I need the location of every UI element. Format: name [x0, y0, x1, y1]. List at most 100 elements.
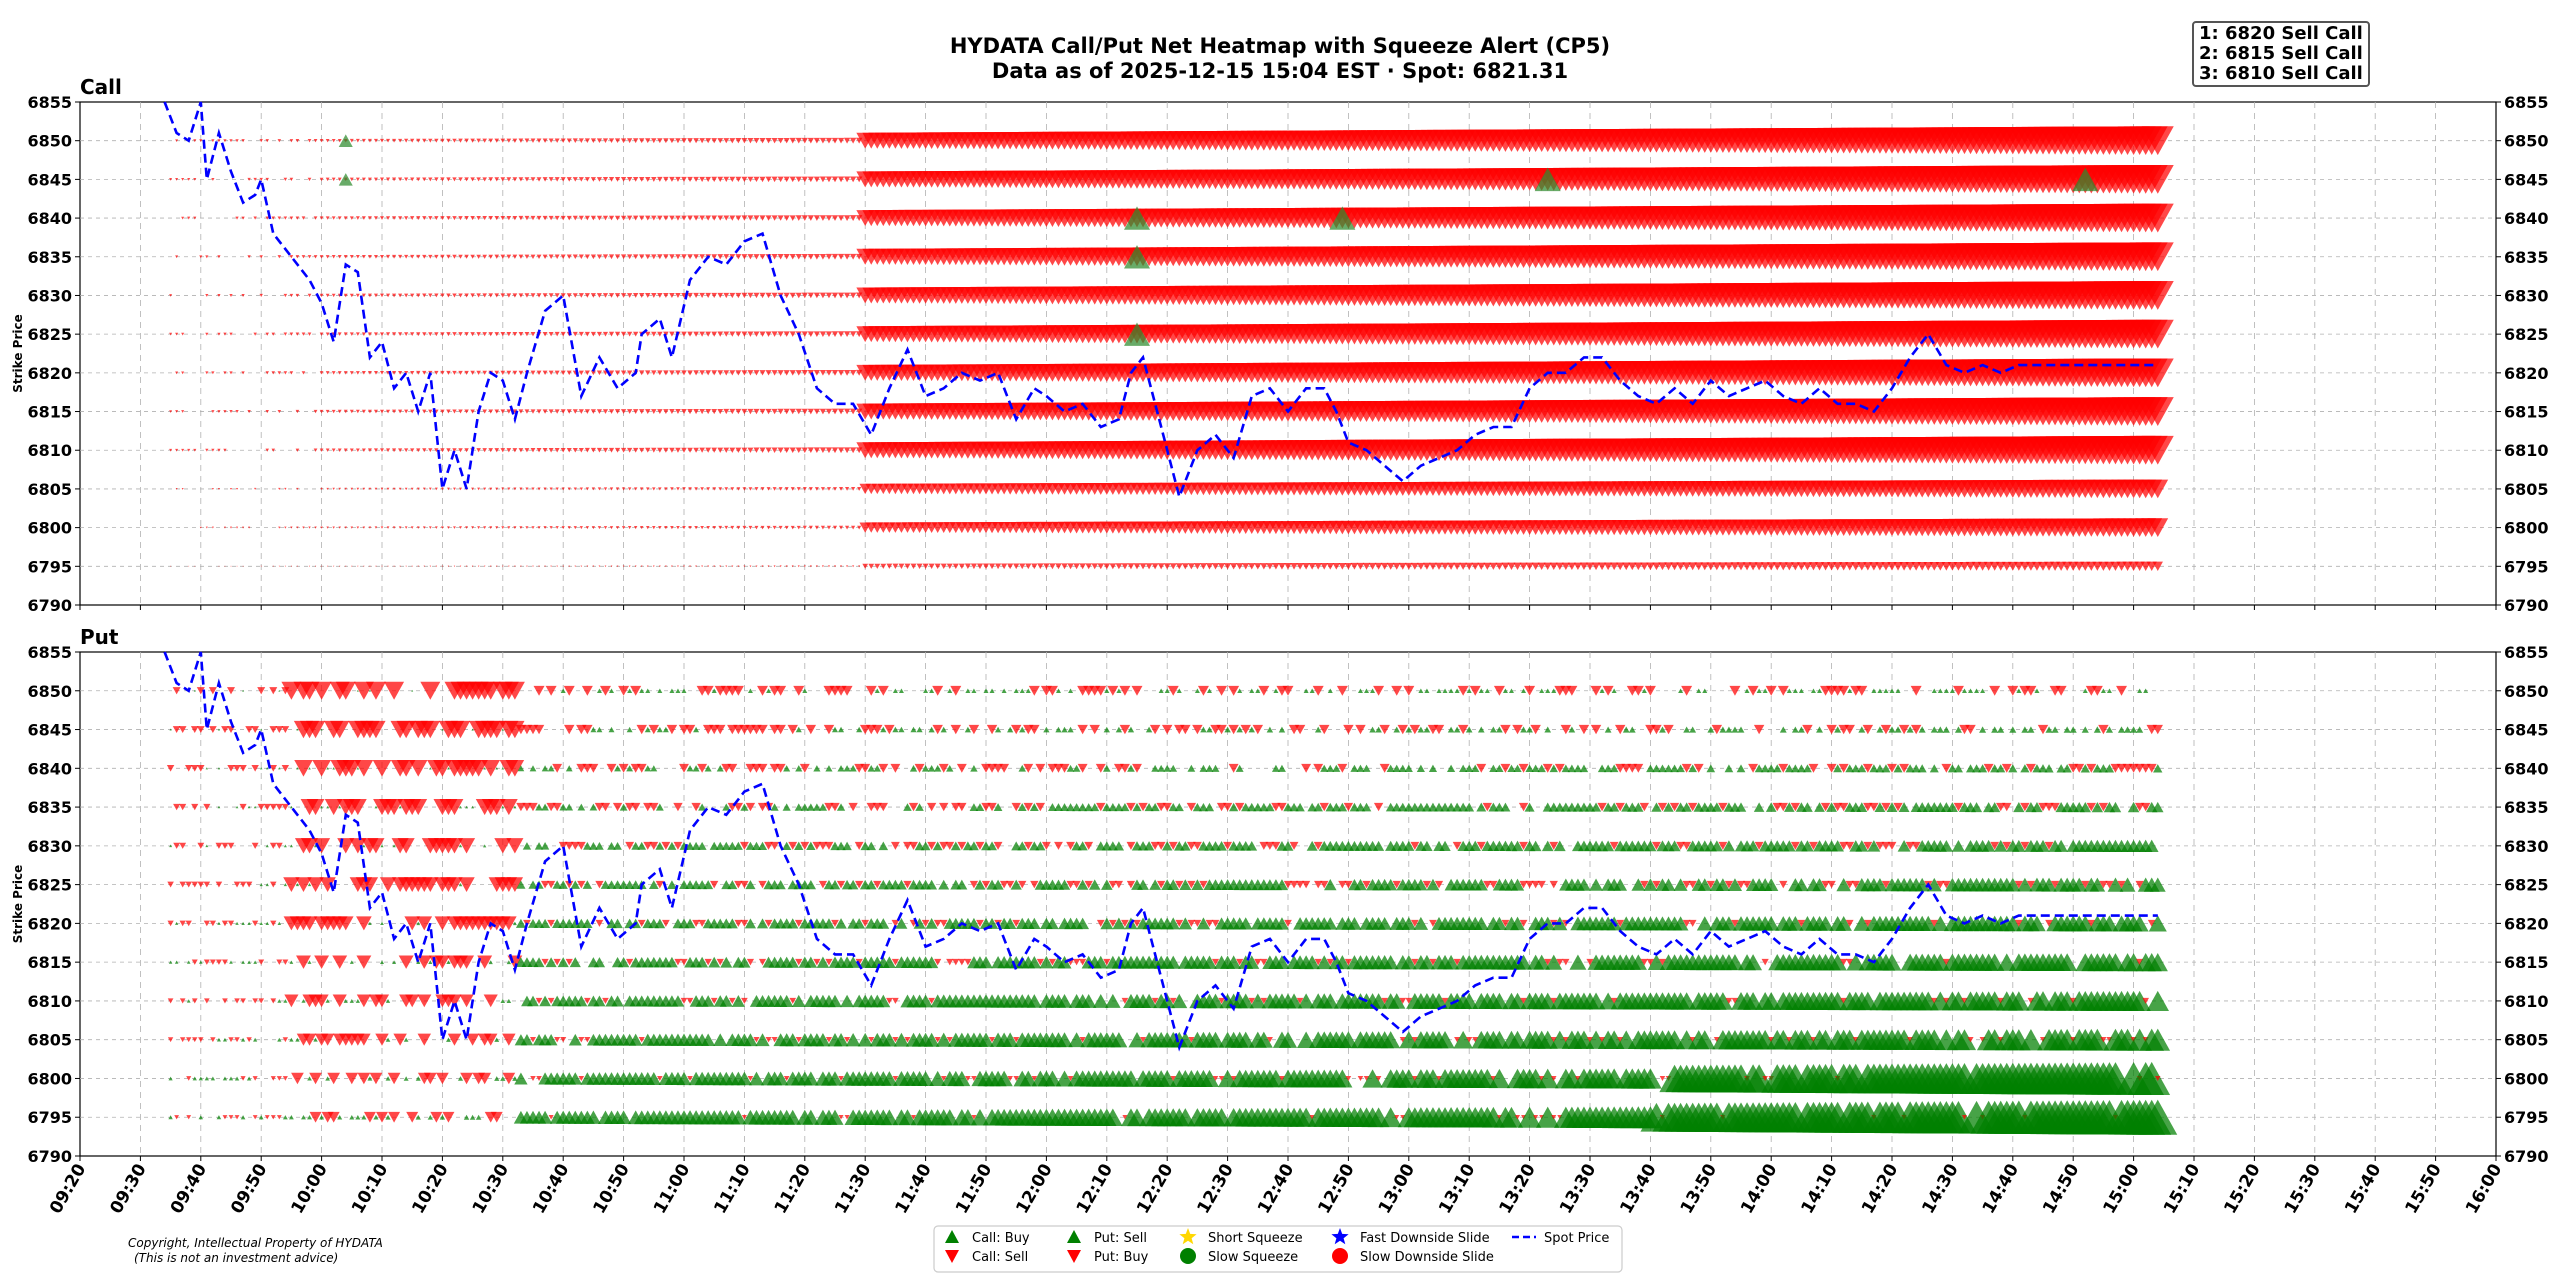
put-sell-marker: [1019, 688, 1025, 694]
put-buy-marker: [533, 685, 545, 696]
call-sell-marker: [604, 565, 607, 568]
call-sell-marker: [404, 254, 409, 259]
title-line-2: Data as of 2025-12-15 15:04 EST · Spot: …: [991, 59, 1569, 83]
call-sell-marker: [434, 254, 439, 259]
call-sell-marker: [229, 293, 233, 297]
call-sell-marker: [331, 216, 336, 220]
call-sell-marker: [385, 332, 391, 336]
call-sell-marker: [452, 138, 457, 143]
call-sell-marker: [687, 176, 693, 182]
call-sell-marker: [627, 487, 632, 491]
call-sell-marker: [289, 332, 294, 336]
call-sell-marker: [651, 331, 657, 337]
call-sell-marker: [536, 138, 542, 143]
call-sell-marker: [846, 565, 849, 568]
call-sell-marker: [843, 215, 851, 221]
call-sell-marker: [652, 526, 656, 530]
call-sell-marker: [392, 216, 397, 220]
call-sell-marker: [1326, 562, 1334, 570]
call-sell-marker: [398, 332, 403, 337]
call-sell-marker: [422, 177, 427, 182]
call-sell-marker: [608, 370, 615, 376]
call-sell-marker: [241, 293, 245, 297]
y-axis-label: Strike Price: [11, 314, 25, 392]
put-sell-marker: [501, 767, 505, 770]
call-sell-marker: [175, 178, 179, 181]
y-tick-label: 6805: [2504, 1031, 2549, 1050]
call-sell-marker: [657, 176, 663, 182]
call-sell-marker: [652, 487, 656, 491]
call-sell-marker: [602, 177, 609, 182]
call-sell-marker: [777, 137, 784, 144]
call-sell-marker: [488, 138, 494, 143]
call-sell-marker: [819, 292, 827, 299]
call-sell-marker: [608, 215, 615, 221]
call-sell-marker: [458, 216, 463, 221]
call-sell-marker: [566, 177, 572, 182]
call-sell-marker: [410, 216, 415, 220]
call-sell-marker: [482, 177, 487, 182]
put-buy-marker: [1524, 685, 1536, 696]
call-sell-marker: [398, 254, 403, 259]
call-sell-marker: [470, 332, 475, 337]
call-sell-marker: [603, 526, 608, 530]
call-sell-marker: [663, 176, 669, 182]
call-sell-marker: [265, 371, 269, 375]
call-sell-marker: [584, 177, 590, 182]
call-sell-marker: [428, 254, 433, 259]
put-sell-marker: [971, 688, 977, 694]
call-sell-marker: [349, 332, 354, 336]
call-sell-marker: [771, 137, 778, 144]
call-sell-marker: [229, 487, 233, 490]
call-sell-marker: [590, 293, 596, 298]
call-sell-marker: [367, 177, 372, 182]
call-sell-marker: [181, 216, 185, 220]
call-sell-marker: [711, 176, 718, 182]
call-sell-marker: [373, 293, 378, 298]
call-sell-marker: [2141, 281, 2174, 310]
y-tick-label: 6845: [27, 170, 72, 189]
call-sell-marker: [843, 331, 851, 338]
call-sell-marker: [355, 409, 360, 414]
call-sell-marker: [572, 331, 578, 337]
y-tick-label: 6795: [27, 1108, 72, 1127]
y-tick-label: 6830: [27, 286, 72, 305]
call-sell-marker: [379, 332, 385, 336]
call-sell-marker: [717, 176, 724, 182]
call-sell-marker: [404, 332, 409, 337]
call-sell-marker: [476, 370, 481, 375]
put-buy-marker: [1373, 802, 1384, 812]
put-buy-marker: [1107, 685, 1119, 696]
call-sell-marker: [797, 565, 800, 568]
call-sell-marker: [230, 565, 232, 567]
y-tick-label: 6835: [2504, 248, 2549, 267]
put-buy-marker: [757, 685, 769, 696]
call-sell-marker: [596, 215, 603, 221]
call-sell-marker: [385, 293, 391, 298]
call-sell-marker: [295, 255, 300, 259]
call-sell-marker: [747, 370, 754, 376]
call-sell-marker: [765, 215, 772, 221]
call-sell-marker: [289, 255, 294, 259]
call-sell-marker: [735, 331, 742, 337]
call-sell-marker: [392, 177, 397, 182]
call-sell-marker: [494, 332, 500, 337]
call-sell-marker: [518, 332, 524, 337]
call-sell-marker: [265, 139, 269, 143]
put-buy-marker: [636, 724, 647, 735]
put-buy-marker: [1500, 724, 1511, 735]
y-tick-label: 6850: [27, 132, 72, 151]
call-sell-marker: [699, 176, 705, 182]
call-sell-marker: [729, 370, 736, 376]
put-sell-marker: [2117, 726, 2126, 733]
call-sell-marker: [428, 448, 433, 453]
call-sell-marker: [392, 332, 397, 337]
call-sell-marker: [337, 177, 342, 182]
call-sell-marker: [416, 293, 421, 298]
call-sell-marker: [795, 176, 802, 183]
call-sell-marker: [506, 332, 512, 337]
call-sell-marker: [283, 332, 288, 336]
call-sell-marker: [675, 409, 681, 415]
call-sell-marker: [488, 332, 494, 337]
call-sell-marker: [482, 216, 487, 221]
